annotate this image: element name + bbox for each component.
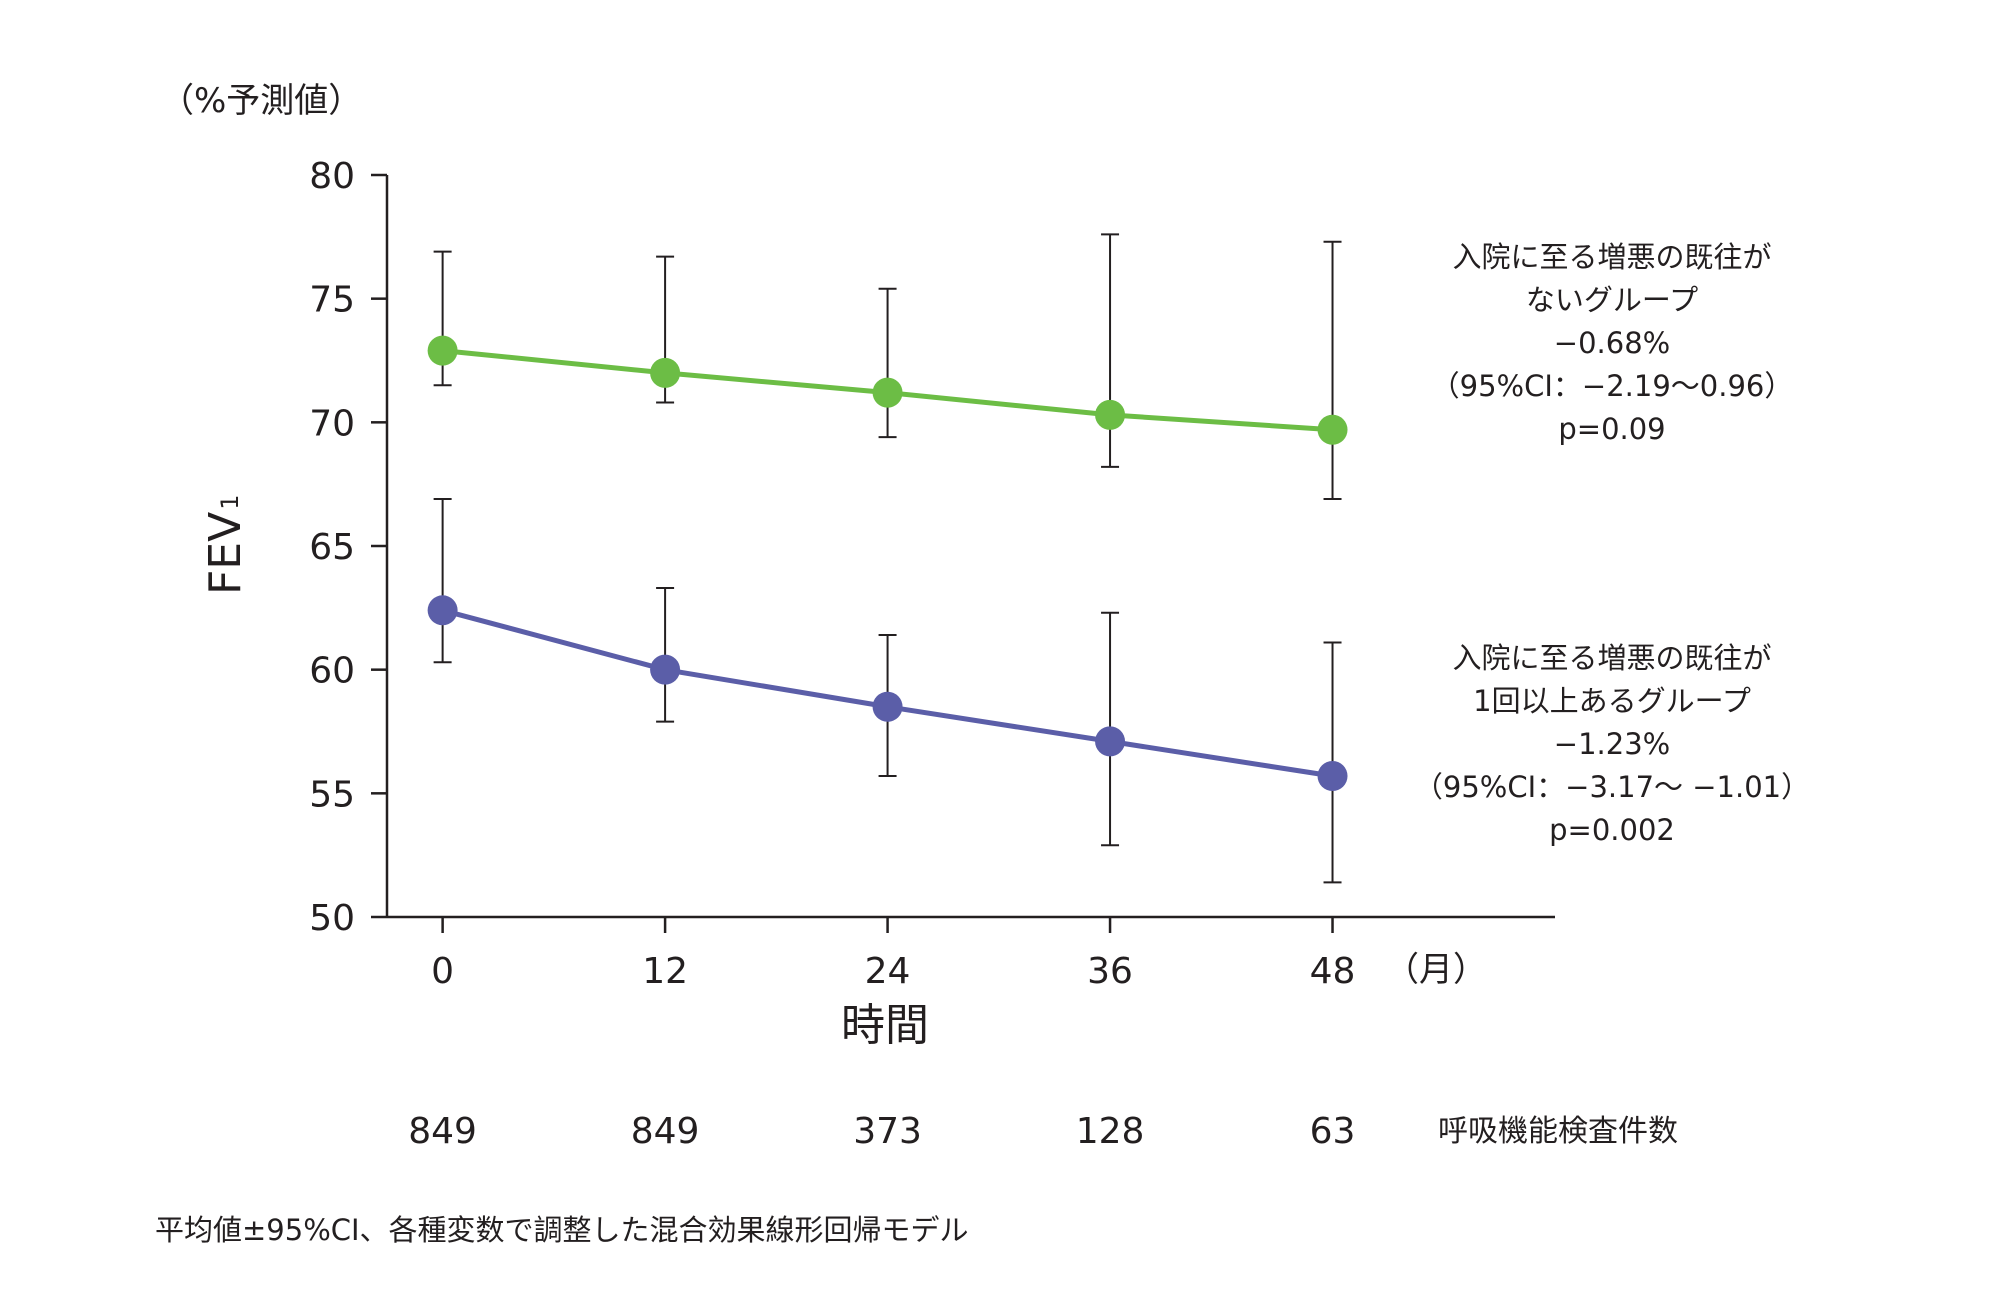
y-tick-label: 55 [309, 774, 355, 815]
series-name-line: 1回以上あるグループ [1473, 684, 1751, 718]
series-stat-line: p=0.002 [1549, 813, 1675, 847]
x-unit-label: （月） [1385, 950, 1487, 990]
x-axis-title: 時間 [841, 1000, 929, 1051]
count-label: 373 [853, 1111, 922, 1152]
series-stat-line: p=0.09 [1558, 412, 1665, 446]
count-label: 63 [1310, 1111, 1356, 1152]
series-name-line: 入院に至る増悪の既往が [1452, 641, 1771, 675]
data-point [650, 357, 681, 388]
counts-row-label: 呼吸機能検査件数 [1438, 1114, 1678, 1149]
series-1 [427, 233, 1348, 501]
y-tick-label: 70 [309, 403, 355, 444]
data-point [1095, 399, 1126, 430]
series-name-line: 入院に至る増悪の既往が [1452, 240, 1771, 274]
series-stat-line: （95%CI：−2.19〜0.96） [1431, 369, 1794, 403]
series-2-annotation: 入院に至る増悪の既往が 1回以上あるグループ −1.23% （95%CI：−3.17〜… [1414, 641, 1810, 847]
y-tick-label: 65 [309, 527, 355, 568]
x-tick-label: 12 [642, 951, 688, 992]
data-point [872, 691, 903, 722]
data-point [427, 335, 458, 366]
y-tick-label: 50 [309, 898, 355, 939]
series-layer [427, 233, 1348, 884]
count-label: 849 [408, 1111, 477, 1152]
y-tick-label: 60 [309, 651, 355, 692]
footnote: 平均値±95%CI、各種変数で調整した混合効果線形回帰モデル [155, 1213, 969, 1247]
data-point [1317, 761, 1348, 792]
data-point [872, 377, 903, 408]
series-stat-line: −0.68% [1554, 326, 1670, 360]
series-2 [427, 498, 1348, 884]
data-point [1095, 726, 1126, 757]
y-tick-label: 75 [309, 280, 355, 321]
series-stat-line: −1.23% [1554, 727, 1670, 761]
x-tick-label: 48 [1310, 951, 1356, 992]
data-point [427, 595, 458, 626]
x-tick-label: 0 [431, 951, 454, 992]
x-tick-label: 36 [1087, 951, 1133, 992]
data-point [1317, 414, 1348, 445]
y-unit-label: （%予測値） [160, 81, 362, 121]
series-name-line: ないグループ [1526, 283, 1698, 317]
count-label: 128 [1076, 1111, 1145, 1152]
axes: 50 55 60 65 70 75 80 0 12 24 36 48 （月） 849 849 373 128 63… [309, 156, 1678, 1152]
x-tick-label: 24 [865, 951, 911, 992]
series-stat-line: （95%CI：−3.17〜 −1.01） [1414, 770, 1810, 804]
count-label: 849 [631, 1111, 700, 1152]
y-axis-title: FEV1 [200, 495, 251, 596]
y-tick-label: 80 [309, 156, 355, 197]
data-point [650, 654, 681, 685]
